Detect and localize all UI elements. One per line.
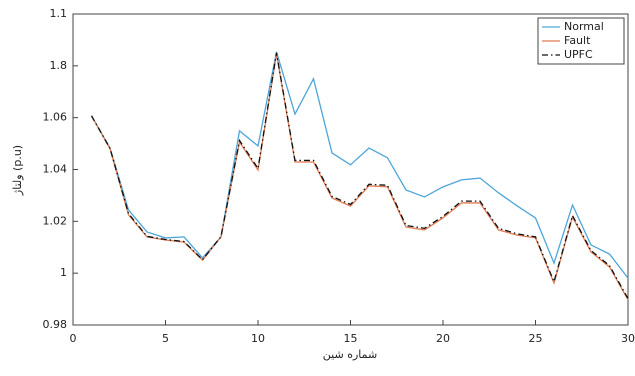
- legend-label: Normal: [564, 20, 604, 33]
- y-tick-label: 1.8: [50, 59, 68, 72]
- series-line: [90, 52, 629, 299]
- y-axis-label: ولتاژ (p.u): [11, 145, 24, 196]
- y-tick-label: 1.1: [50, 7, 68, 20]
- plot-frame: [72, 13, 629, 326]
- legend-label: UPFC: [564, 48, 593, 61]
- y-tick-label: 1.06: [43, 111, 68, 124]
- y-tick-label: 1: [60, 266, 67, 279]
- x-tick-label: 0: [70, 332, 77, 345]
- y-tick-label: 1.02: [43, 214, 68, 227]
- x-tick-label: 20: [436, 332, 450, 345]
- x-axis-label: شماره شین: [323, 348, 377, 361]
- y-tick-label: 1.04: [43, 163, 68, 176]
- y-tick-label: 0.98: [43, 318, 68, 331]
- legend-label: Fault: [564, 34, 591, 47]
- x-tick-label: 15: [344, 332, 358, 345]
- x-tick-label: 10: [251, 332, 265, 345]
- series-line: [90, 51, 629, 279]
- x-tick-label: 5: [162, 332, 169, 345]
- x-tick-label: 30: [621, 332, 635, 345]
- series-line: [90, 53, 629, 301]
- x-tick-label: 25: [529, 332, 543, 345]
